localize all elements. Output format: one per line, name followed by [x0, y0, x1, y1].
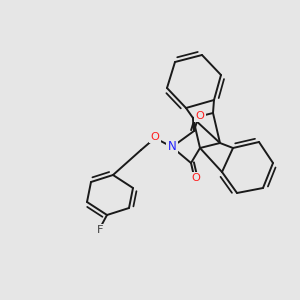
Text: O: O [192, 173, 200, 183]
Text: F: F [97, 225, 103, 235]
Text: O: O [196, 111, 204, 121]
Text: N: N [168, 140, 176, 154]
Text: O: O [151, 132, 159, 142]
